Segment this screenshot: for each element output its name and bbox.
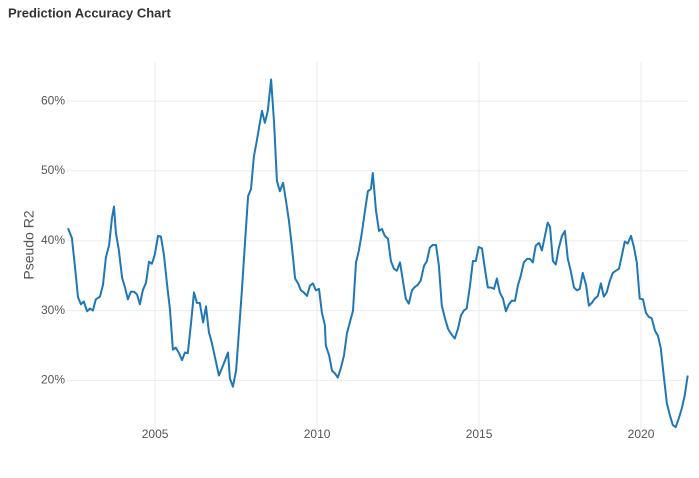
y-tick-label: 60%	[41, 93, 65, 107]
x-tick-label: 2020	[628, 427, 655, 441]
chart-title: Prediction Accuracy Chart	[8, 5, 171, 20]
y-tick-label: 20%	[41, 373, 65, 387]
y-tick-label: 40%	[41, 233, 65, 247]
x-tick-label: 2005	[142, 427, 169, 441]
y-tick-label: 30%	[41, 303, 65, 317]
x-tick-label: 2010	[304, 427, 331, 441]
y-tick-label: 50%	[41, 163, 65, 177]
y-axis-title: Pseudo R2	[21, 210, 37, 279]
line-series	[67, 78, 689, 429]
x-tick-label: 2015	[466, 427, 493, 441]
